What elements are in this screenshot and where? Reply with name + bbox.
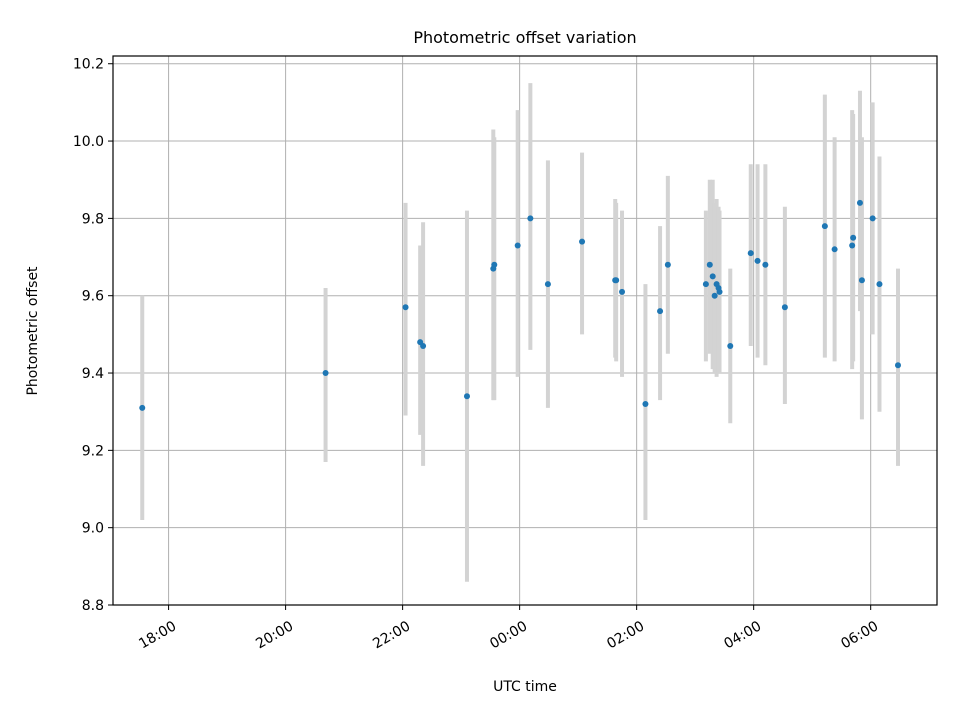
plot-frame	[112, 55, 938, 606]
data-point	[856, 199, 863, 206]
y-tick-label: 9.2	[82, 443, 104, 459]
data-points	[139, 199, 901, 411]
data-point	[711, 292, 718, 299]
data-point	[514, 242, 521, 249]
data-point	[657, 308, 664, 315]
x-axis-ticks: 18:00 20:00 22:00 00:00 02:00 04:00 06:00	[136, 605, 881, 652]
x-axis-label: UTC time	[493, 679, 557, 695]
data-point	[613, 277, 620, 284]
data-point	[702, 281, 709, 288]
x-tick-label: 20:00	[253, 618, 296, 652]
data-point	[579, 238, 586, 245]
x-tick-label: 04:00	[721, 618, 764, 652]
data-point	[544, 281, 551, 288]
x-tick-label: 18:00	[136, 618, 179, 652]
data-point	[619, 288, 626, 295]
data-point	[642, 400, 649, 407]
data-point	[781, 304, 788, 311]
y-tick-label: 9.8	[82, 211, 104, 227]
data-point	[850, 234, 857, 241]
y-tick-label: 9.0	[82, 521, 104, 537]
y-axis-ticks: 8.8 9.0 9.2 9.4 9.6 9.8 10.0 10.2	[73, 57, 113, 614]
data-point	[402, 304, 409, 311]
data-point	[491, 261, 498, 268]
data-point	[754, 257, 761, 264]
data-point	[716, 288, 723, 295]
data-point	[139, 404, 146, 411]
x-tick-label: 06:00	[838, 618, 881, 652]
data-point	[706, 261, 713, 268]
data-point	[709, 273, 716, 280]
y-tick-label: 9.6	[82, 289, 104, 305]
data-point	[762, 261, 769, 268]
data-point	[831, 246, 838, 253]
data-point	[876, 281, 883, 288]
data-point	[420, 342, 427, 349]
data-point	[664, 261, 671, 268]
y-axis-label: Photometric offset	[25, 266, 41, 396]
data-point	[322, 370, 329, 377]
y-tick-label: 9.4	[82, 366, 104, 382]
data-point	[849, 242, 856, 249]
x-tick-label: 02:00	[604, 618, 647, 652]
data-point	[821, 223, 828, 230]
grid-lines	[113, 56, 937, 606]
chart-title: Photometric offset variation	[413, 28, 636, 47]
data-point	[894, 362, 901, 369]
data-point	[463, 393, 470, 400]
y-tick-label: 10.2	[73, 57, 104, 73]
data-point	[727, 342, 734, 349]
x-tick-label: 00:00	[487, 618, 530, 652]
data-point	[858, 277, 865, 284]
x-tick-label: 22:00	[370, 618, 413, 652]
y-tick-label: 8.8	[82, 598, 104, 614]
data-point	[747, 250, 754, 257]
data-point	[527, 215, 534, 222]
data-point	[869, 215, 876, 222]
y-tick-label: 10.0	[73, 134, 104, 150]
